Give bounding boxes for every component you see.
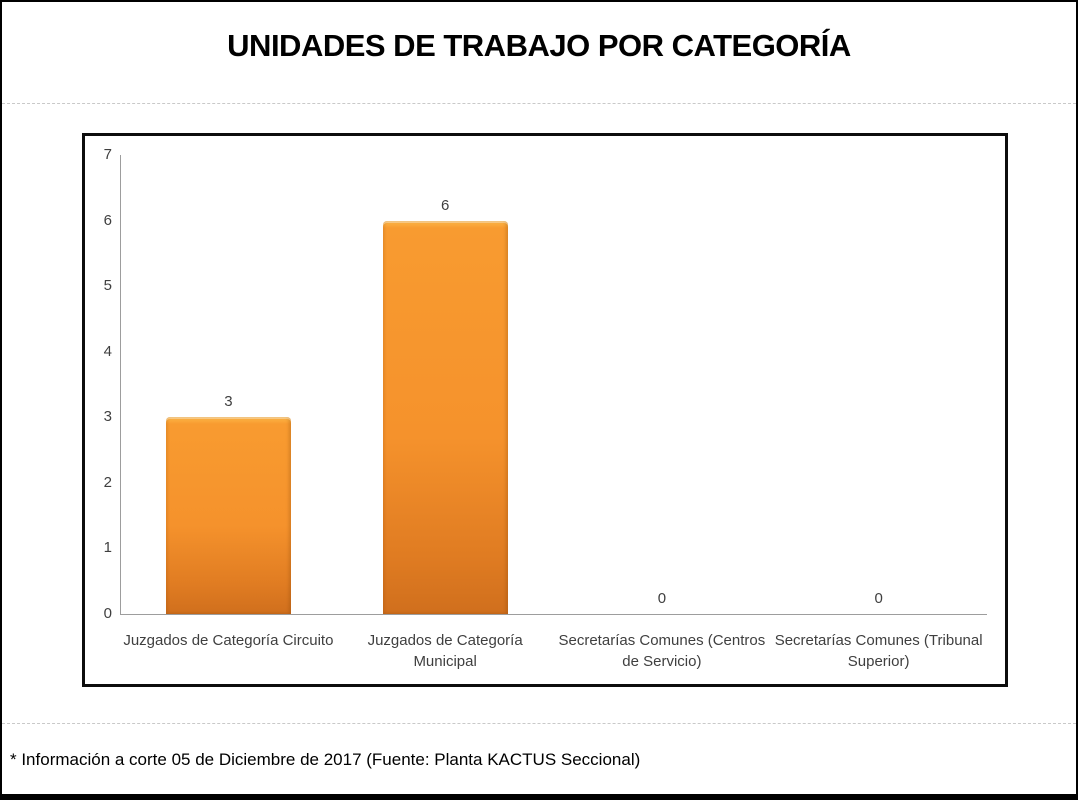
y-axis-ticks: 7 6 5 4 3 2 1 0 xyxy=(85,146,115,622)
title-divider xyxy=(2,103,1076,104)
x-axis-line xyxy=(120,614,987,615)
x-category-label: Secretarías Comunes (Centros de Servicio… xyxy=(558,632,766,670)
bar xyxy=(382,221,508,614)
y-tick-label: 3 xyxy=(103,408,112,426)
bar-value-label: 0 xyxy=(657,590,667,607)
y-tick-label: 4 xyxy=(103,342,112,360)
page-title: UNIDADES DE TRABAJO POR CATEGORÍA xyxy=(227,28,851,63)
y-tick-label: 6 xyxy=(103,211,112,229)
y-tick-label: 2 xyxy=(103,473,112,491)
y-axis-line xyxy=(120,155,121,615)
plot-area: 3 6 0 0 xyxy=(120,155,987,614)
x-axis-labels: Juzgados de Categoría Circuito Juzgados d… xyxy=(120,630,987,680)
bar-value-label: 0 xyxy=(874,590,883,607)
bar xyxy=(165,417,291,614)
bar-chart: 7 6 5 4 3 2 1 0 3 6 0 0 Juzgados de Categoría Circ… xyxy=(82,133,1008,687)
footer-note: * Información a corte 05 de Diciembre de… xyxy=(10,750,641,769)
y-tick-label: 5 xyxy=(103,277,112,295)
y-tick-label: 7 xyxy=(103,146,112,163)
bar-value-label: 6 xyxy=(440,197,450,214)
bar-slot: 3 xyxy=(120,155,337,614)
x-category-label: Juzgados de Categoría Municipal xyxy=(367,632,523,670)
bar-slot: 0 xyxy=(554,155,771,614)
bar-slot: 6 xyxy=(337,155,554,614)
y-tick-label: 0 xyxy=(103,605,112,622)
bar-slot: 0 xyxy=(770,155,987,614)
footer-divider xyxy=(2,723,1076,724)
y-tick-label: 1 xyxy=(103,539,112,557)
bar-value-label: 3 xyxy=(224,393,233,410)
x-category-label: Secretarías Comunes (Tribunal Superior) xyxy=(774,632,983,670)
x-category-label: Juzgados de Categoría Circuito xyxy=(123,632,334,649)
